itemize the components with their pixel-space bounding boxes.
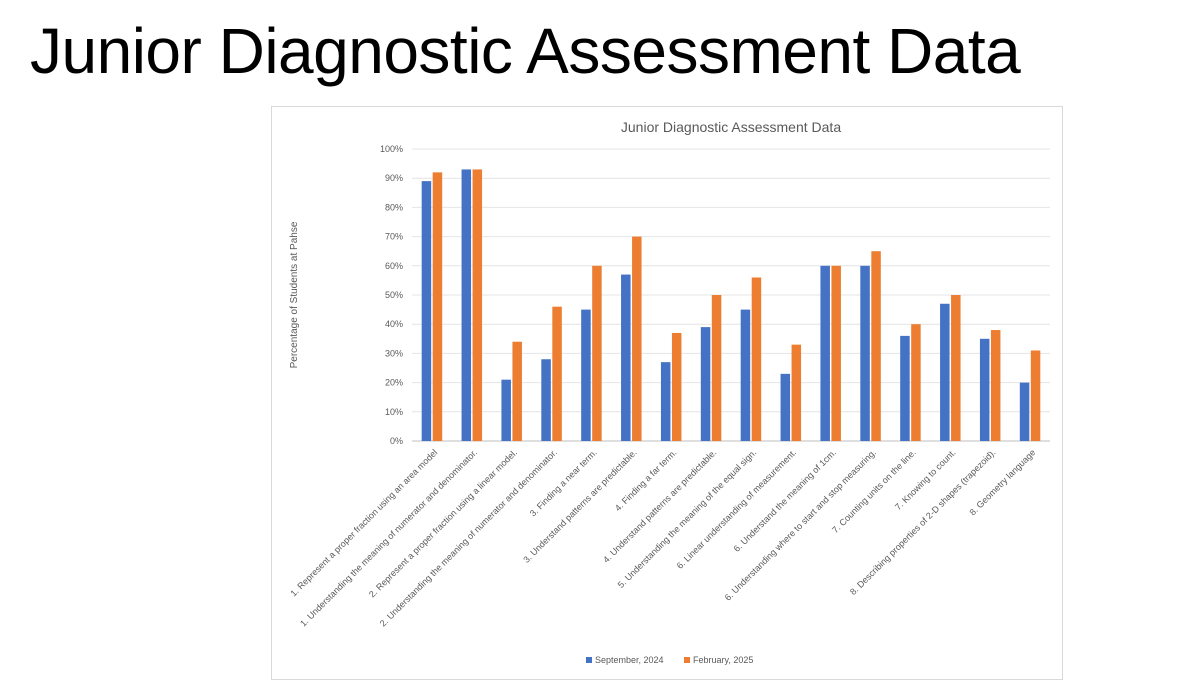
bar-september-2024	[979, 338, 990, 441]
bar-september-2024	[660, 362, 671, 441]
legend-swatch	[586, 657, 592, 663]
y-axis-label: Percentage of Students at Pahse	[289, 221, 300, 368]
bar-february-2025	[632, 236, 642, 441]
y-tick-label: 90%	[385, 173, 403, 183]
bar-february-2025	[592, 265, 602, 441]
bar-september-2024	[461, 169, 472, 441]
bar-september-2024	[740, 309, 751, 441]
x-category-label: 1. Understanding the meaning of numerato…	[298, 447, 479, 628]
bar-february-2025	[951, 295, 961, 441]
legend-label: September, 2024	[595, 655, 664, 665]
bar-september-2024	[421, 181, 432, 441]
y-tick-label: 10%	[385, 407, 403, 417]
y-tick-label: 100%	[380, 144, 403, 154]
y-tick-label: 0%	[390, 436, 403, 446]
bar-september-2024	[1019, 382, 1030, 441]
x-category-label: 6. Understanding where to start and stop…	[723, 447, 878, 602]
bar-february-2025	[990, 330, 1001, 441]
bar-february-2025	[751, 277, 762, 441]
legend-label: February, 2025	[693, 655, 753, 665]
bar-february-2025	[552, 306, 562, 441]
x-category-label: 3. Finding a near term.	[528, 447, 599, 518]
bar-february-2025	[711, 295, 722, 441]
bar-september-2024	[621, 274, 631, 441]
y-tick-label: 70%	[385, 232, 403, 242]
bar-september-2024	[780, 373, 791, 441]
y-tick-label: 60%	[385, 261, 403, 271]
x-category-label: 2. Represent a proper fraction using a l…	[367, 447, 519, 599]
bar-february-2025	[1030, 350, 1041, 441]
y-tick-label: 30%	[385, 348, 403, 358]
x-category-label: 8. Geometry language	[967, 447, 1037, 517]
chart-title: Junior Diagnostic Assessment Data	[621, 119, 841, 135]
x-category-label: 5. Understanding the meaning of the equa…	[616, 447, 759, 590]
bar-september-2024	[900, 335, 910, 441]
y-tick-label: 40%	[385, 319, 403, 329]
bar-september-2024	[940, 303, 950, 441]
x-category-label: 8. Describing properties of 2-D shapes (…	[848, 447, 998, 597]
bar-september-2024	[700, 327, 711, 441]
bar-february-2025	[911, 324, 921, 441]
bar-september-2024	[501, 379, 511, 441]
bar-september-2024	[820, 265, 830, 441]
bar-february-2025	[791, 344, 802, 441]
x-category-label: 1. Represent a proper fraction using an …	[288, 447, 439, 598]
slide-title: Junior Diagnostic Assessment Data	[30, 15, 1021, 87]
y-tick-label: 20%	[385, 378, 403, 388]
legend-swatch	[684, 657, 690, 663]
bar-september-2024	[860, 265, 870, 441]
bar-chart: Junior Diagnostic Assessment Data 0% 10% 20…	[288, 119, 1050, 665]
bar-september-2024	[541, 359, 551, 441]
chart-frame: Junior Diagnostic Assessment Data 0% 10% 20…	[271, 106, 1063, 680]
bar-february-2025	[512, 341, 522, 441]
bar-february-2025	[432, 172, 443, 442]
bar-february-2025	[472, 169, 483, 441]
bar-february-2025	[871, 251, 881, 441]
y-tick-label: 80%	[385, 202, 403, 212]
x-category-label: 7. Counting units on the line.	[830, 447, 918, 535]
bar-february-2025	[671, 332, 682, 441]
y-tick-label: 50%	[385, 290, 403, 300]
bar-september-2024	[581, 309, 591, 441]
bar-february-2025	[831, 265, 841, 441]
